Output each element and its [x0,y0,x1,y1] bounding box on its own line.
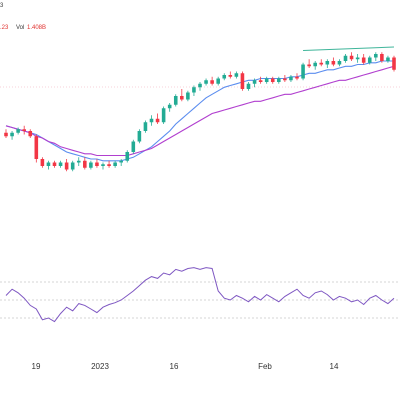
candle-body [222,75,227,79]
candle-body [307,64,311,67]
candle-body [143,122,148,131]
trendline [303,46,395,51]
candle-body [277,78,281,82]
candle-body [313,62,317,67]
x-tick-label: 16 [170,362,179,371]
candle-body [210,80,214,84]
candle-body [349,55,354,60]
candle-body [246,83,251,89]
candle-body [198,83,202,88]
candle-body [46,162,51,166]
candle-body [295,76,299,79]
rsi-line [5,267,395,323]
candle-body [83,160,87,168]
x-tick-label: Feb [258,362,272,371]
candle-body [173,96,178,105]
candle-body [95,162,99,166]
moving-average-line [5,60,394,162]
rsi-pane [5,267,395,323]
candle-body [70,162,75,170]
candle-body [186,92,190,100]
candle-body [89,162,93,168]
candle-body [125,152,130,161]
candle-body [301,64,305,79]
candle-body [216,78,220,84]
candle-body [204,80,208,84]
candle-body [52,162,57,166]
candle-body [180,96,184,100]
candle-body [289,76,293,81]
candle-body [361,57,366,63]
candle-body [64,162,69,170]
moving-average-line [5,65,395,157]
candle-body [325,61,330,65]
header-volume-value: 1.408B [27,25,47,31]
candle-body [22,129,26,131]
candle-body [258,80,263,82]
candle-body [101,164,105,166]
candle-body [380,54,384,61]
candle-body [386,57,390,61]
candle-body [270,78,275,82]
candle-body [131,141,136,152]
candle-body [16,129,20,133]
candle-body [337,61,342,65]
header-symbol-fragment: 3 [0,3,4,9]
candle-body [192,87,196,93]
candle-body [252,80,257,84]
candle-body [240,73,245,89]
header-price-fragment: .23 [0,25,9,31]
price-pane [4,46,396,172]
candle-body [319,62,324,65]
candle-body [167,104,172,109]
x-axis: 19 2023 16 Feb 14 [32,362,339,371]
candle-body [58,162,63,166]
candle-body [4,132,8,137]
candle-body [119,160,123,163]
candle-body [374,54,378,58]
x-tick-label: 14 [330,362,339,371]
candle-body [28,131,33,137]
candle-body [264,78,269,82]
x-tick-label: 19 [32,362,41,371]
candle-body [161,108,166,123]
candle-body [10,132,14,137]
candle-body [283,78,287,81]
candle-body [155,118,160,123]
candle-body [76,160,81,163]
candle-body [392,57,396,70]
candle-body [34,136,39,159]
candle-body [40,159,45,166]
candle-body [355,57,360,60]
candle-body [107,164,111,166]
header-volume-label: Vol [16,25,25,31]
candle-body [228,75,233,77]
candle-body [113,162,117,166]
candle-body [149,118,154,123]
candle-body [137,131,142,142]
candle-body [331,61,336,65]
x-tick-label: 2023 [91,362,109,371]
candle-body [367,57,372,63]
candle-body [234,73,239,77]
candle-body [343,55,348,61]
